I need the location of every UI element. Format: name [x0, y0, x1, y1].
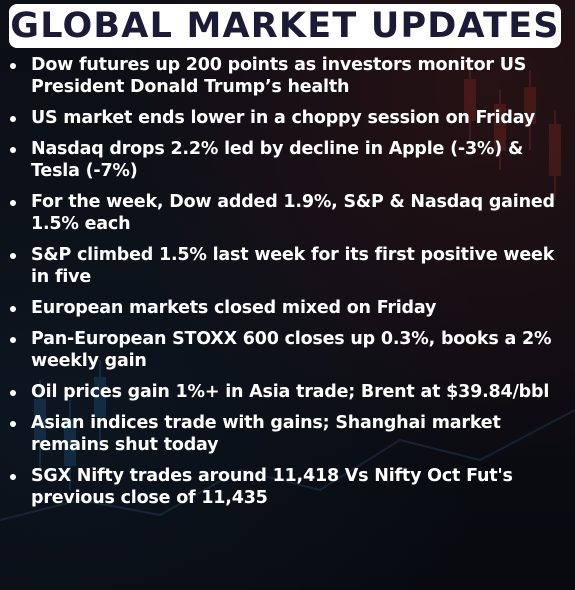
- list-item-text: Pan-European STOXX 600 closes up 0.3%, b…: [31, 329, 552, 371]
- list-item-text: US market ends lower in a choppy session…: [31, 108, 536, 128]
- list-item: European markets closed mixed on Friday: [0, 297, 575, 319]
- list-item-text: European markets closed mixed on Friday: [31, 298, 437, 318]
- list-item: Pan-European STOXX 600 closes up 0.3%, b…: [0, 328, 575, 372]
- list-item: Oil prices gain 1%+ in Asia trade; Brent…: [0, 381, 575, 403]
- bullet-icon: [10, 63, 16, 69]
- list-item: SGX Nifty trades around 11,418 Vs Nifty …: [0, 465, 575, 509]
- bullet-icon: [10, 116, 16, 122]
- list-item: S&P climbed 1.5% last week for its first…: [0, 244, 575, 288]
- list-item: Asian indices trade with gains; Shanghai…: [0, 412, 575, 456]
- bullet-icon: [10, 200, 16, 206]
- list-item: For the week, Dow added 1.9%, S&P & Nasd…: [0, 191, 575, 235]
- page-title: GLOBAL MARKET UPDATES: [10, 5, 560, 46]
- market-updates-list: Dow futures up 200 points as investors m…: [0, 54, 575, 518]
- list-item-text: S&P climbed 1.5% last week for its first…: [31, 245, 555, 287]
- list-item-text: Dow futures up 200 points as investors m…: [31, 55, 527, 97]
- list-item-text: Nasdaq drops 2.2% led by decline in Appl…: [31, 139, 524, 181]
- list-item-text: For the week, Dow added 1.9%, S&P & Nasd…: [31, 192, 555, 234]
- list-item: US market ends lower in a choppy session…: [0, 107, 575, 129]
- bullet-icon: [10, 253, 16, 259]
- bullet-icon: [10, 474, 16, 480]
- bullet-icon: [10, 147, 16, 153]
- bullet-icon: [10, 390, 16, 396]
- list-item-text: Oil prices gain 1%+ in Asia trade; Brent…: [31, 382, 550, 402]
- bullet-icon: [10, 421, 16, 427]
- bullet-icon: [10, 306, 16, 312]
- bullet-icon: [10, 337, 16, 343]
- list-item: Dow futures up 200 points as investors m…: [0, 54, 575, 98]
- list-item-text: Asian indices trade with gains; Shanghai…: [31, 413, 501, 455]
- title-banner: GLOBAL MARKET UPDATES: [9, 4, 561, 48]
- list-item: Nasdaq drops 2.2% led by decline in Appl…: [0, 138, 575, 182]
- list-item-text: SGX Nifty trades around 11,418 Vs Nifty …: [31, 466, 513, 508]
